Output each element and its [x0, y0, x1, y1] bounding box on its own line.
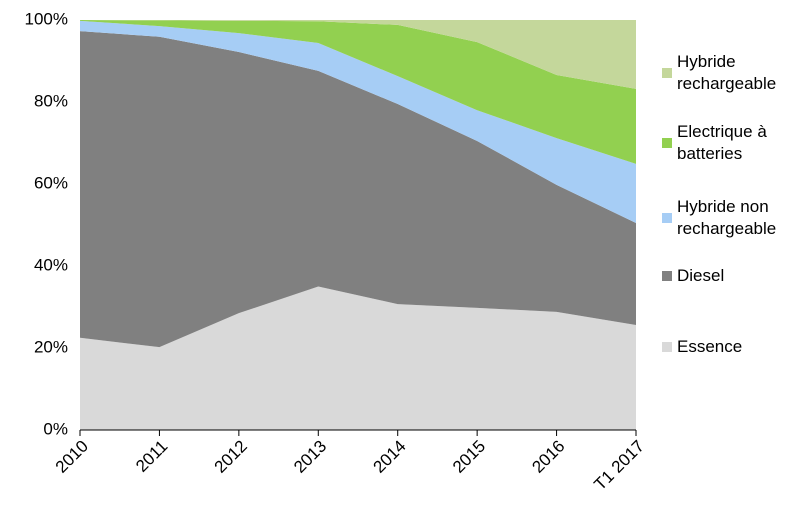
x-tick-label: 2012: [211, 437, 251, 477]
legend-swatch: [662, 138, 672, 148]
legend-item: Hybride rechargeable: [662, 51, 797, 95]
x-tick-label: 2013: [290, 437, 330, 477]
legend-label: Electrique à batteries: [677, 122, 767, 163]
area: [80, 20, 636, 164]
legend-swatch: [662, 213, 672, 223]
area: [80, 31, 636, 348]
y-tick-label: 100%: [25, 9, 68, 28]
legend-item: Diesel: [662, 265, 797, 287]
legend-label: Essence: [677, 337, 743, 356]
legend-label: Hybride non rechargeable: [677, 197, 777, 238]
area: [80, 20, 636, 223]
legend-swatch: [662, 342, 672, 352]
legend-label: Diesel: [677, 266, 725, 285]
y-tick-label: 0%: [43, 419, 68, 438]
legend-item: Hybride non rechargeable: [662, 196, 797, 240]
legend-item: Essence: [662, 336, 797, 358]
x-tick-label: 2011: [132, 437, 171, 476]
area: [80, 286, 636, 430]
x-tick-label: 2015: [449, 437, 489, 477]
y-tick-label: 20%: [34, 337, 68, 356]
x-tick-label: 2010: [52, 437, 92, 477]
legend-swatch: [662, 271, 672, 281]
y-tick-label: 80%: [34, 91, 68, 110]
x-tick-label: T1 2017: [590, 437, 648, 495]
x-tick-label: 2014: [370, 437, 410, 477]
legend-item: Electrique à batteries: [662, 121, 797, 165]
legend-label: Hybride rechargeable: [677, 52, 777, 93]
y-tick-label: 60%: [34, 173, 68, 192]
y-tick-label: 40%: [34, 255, 68, 274]
x-tick-label: 2016: [528, 437, 568, 477]
area: [80, 20, 636, 89]
legend-swatch: [662, 68, 672, 78]
